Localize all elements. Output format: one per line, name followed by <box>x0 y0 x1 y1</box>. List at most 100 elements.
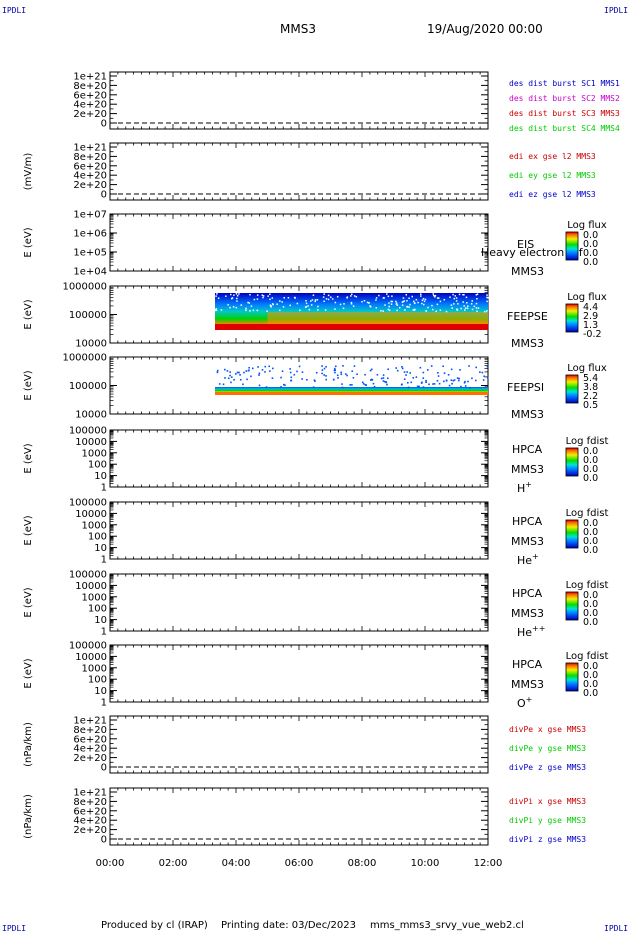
y-tick-label: 1e+07 <box>73 210 107 221</box>
feepsi-count-pixel <box>382 374 385 376</box>
y-axis-label: (nPa/km) <box>23 722 34 767</box>
feepsi-count-pixel <box>234 373 237 375</box>
colorbar-tick-label: 0.0 <box>583 545 598 556</box>
colorbar <box>565 662 579 692</box>
feepsi-count-pixel <box>370 368 373 371</box>
colorbar <box>565 231 579 261</box>
feepse-gap-pixel <box>453 303 455 305</box>
feepse-gap-pixel <box>388 302 390 304</box>
feepsi-count-pixel <box>296 370 298 373</box>
colorbar-title: Log fdist <box>566 651 609 662</box>
feepse-gap-pixel <box>324 309 327 311</box>
feepsi-count-pixel <box>401 366 403 368</box>
y-tick-label: 8e+20 <box>73 797 107 808</box>
feepse-gap-pixel <box>307 305 309 307</box>
feepsi-count-pixel <box>382 380 385 382</box>
feepse-gap-pixel <box>387 308 390 311</box>
feepsi-count-pixel <box>486 376 489 379</box>
species-label: He++ <box>517 624 545 639</box>
feepsi-count-pixel <box>453 379 456 381</box>
feepsi-count-pixel <box>229 371 231 373</box>
feepse-gap-pixel <box>382 297 385 299</box>
feepse-gap-pixel <box>305 300 307 302</box>
feepsi-count-pixel <box>337 377 339 379</box>
feepse-gap-pixel <box>282 306 285 308</box>
colorbar-tick-label: 0.0 <box>583 464 598 475</box>
y-axis-label: E (eV) <box>23 587 34 617</box>
feepse-gap-pixel <box>236 297 238 300</box>
feepsi-low-energy-band <box>215 392 488 395</box>
feepsi-count-pixel <box>407 386 410 389</box>
feepsi-count-pixel <box>450 379 453 381</box>
feepsi-count-pixel <box>251 367 254 370</box>
feepse-gap-pixel <box>406 299 408 302</box>
colorbar <box>565 303 579 333</box>
feepse-gap-pixel <box>439 300 442 303</box>
feepsi-count-pixel <box>422 371 425 374</box>
feepse-gap-pixel <box>456 309 459 311</box>
feepse-gap-pixel <box>388 309 391 312</box>
y-tick-label: 4e+20 <box>73 816 107 827</box>
feepse-gap-pixel <box>262 295 265 297</box>
feepse-gap-pixel <box>245 309 247 312</box>
feepse-gap-pixel <box>436 303 439 306</box>
panel-frame <box>109 71 489 130</box>
colorbar-tick-label: 0.0 <box>583 536 598 547</box>
colorbar-tick-label: 0.0 <box>583 599 598 610</box>
colorbar-tick-label: 0.0 <box>583 230 598 241</box>
feepse-gap-pixel <box>323 293 325 295</box>
y-tick-label: 10 <box>94 543 107 554</box>
feepse-gap-pixel <box>395 302 398 304</box>
corner-tag-bottom-right: IPDLI <box>604 924 629 933</box>
feepsi-count-pixel <box>403 378 406 381</box>
colorbar-tick-label: 0.0 <box>583 248 598 259</box>
feepsi-count-pixel <box>468 365 470 367</box>
feepse-gap-pixel <box>422 297 425 300</box>
feepsi-count-pixel <box>447 373 450 376</box>
feepsi-count-pixel <box>333 369 336 372</box>
time-tick-label: 10:00 <box>411 858 440 869</box>
y-tick-label: 1e+21 <box>73 716 107 727</box>
feepsi-count-pixel <box>448 384 451 387</box>
instrument-label: FEEPSE <box>507 310 548 323</box>
feepse-gap-pixel <box>432 293 435 295</box>
feepse-gap-pixel <box>419 293 422 295</box>
feepse-gap-pixel <box>486 300 488 303</box>
feepse-gap-pixel <box>240 304 243 306</box>
feepsi-count-pixel <box>248 366 250 369</box>
feepse-gap-pixel <box>458 293 461 296</box>
feepsi-count-pixel <box>380 377 383 380</box>
colorbar-tick-label: 0.0 <box>583 446 598 457</box>
y-tick-label: 4e+20 <box>73 100 107 111</box>
feepse-gap-pixel <box>287 297 290 299</box>
feepsi-count-pixel <box>458 377 460 380</box>
feepsi-count-pixel <box>433 383 436 385</box>
feepse-gap-pixel <box>463 305 465 307</box>
feepsi-spectrogram <box>215 387 488 395</box>
feepse-gap-pixel <box>231 297 234 299</box>
feepsi-count-pixel <box>264 371 266 373</box>
feepsi-count-pixel <box>401 367 404 370</box>
y-tick-label: 0 <box>101 835 107 846</box>
feepsi-count-pixel <box>349 384 352 386</box>
feepse-gap-pixel <box>384 304 386 306</box>
y-tick-label: 6e+20 <box>73 161 107 172</box>
species-label: H+ <box>517 480 532 495</box>
feepsi-count-pixel <box>420 382 423 384</box>
y-tick-label: 100 <box>88 675 107 686</box>
feepsi-count-pixel <box>430 365 433 367</box>
feepsi-count-pixel <box>409 372 412 374</box>
feepse-gap-pixel <box>220 309 223 311</box>
feepsi-count-pixel <box>479 371 481 373</box>
feepse-gap-pixel <box>375 306 378 309</box>
colorbar-tick-label: 0.0 <box>583 473 598 484</box>
feepse-gap-pixel <box>466 302 468 304</box>
feepse-gap-pixel <box>215 309 217 312</box>
feepsi-count-pixel <box>306 378 308 381</box>
feepsi-count-pixel <box>301 371 304 373</box>
feepsi-count-pixel <box>233 378 235 381</box>
feepsi-count-pixel <box>482 379 485 381</box>
colorbar-tick-label: 0.0 <box>583 608 598 619</box>
y-tick-label: 1000 <box>82 520 107 531</box>
